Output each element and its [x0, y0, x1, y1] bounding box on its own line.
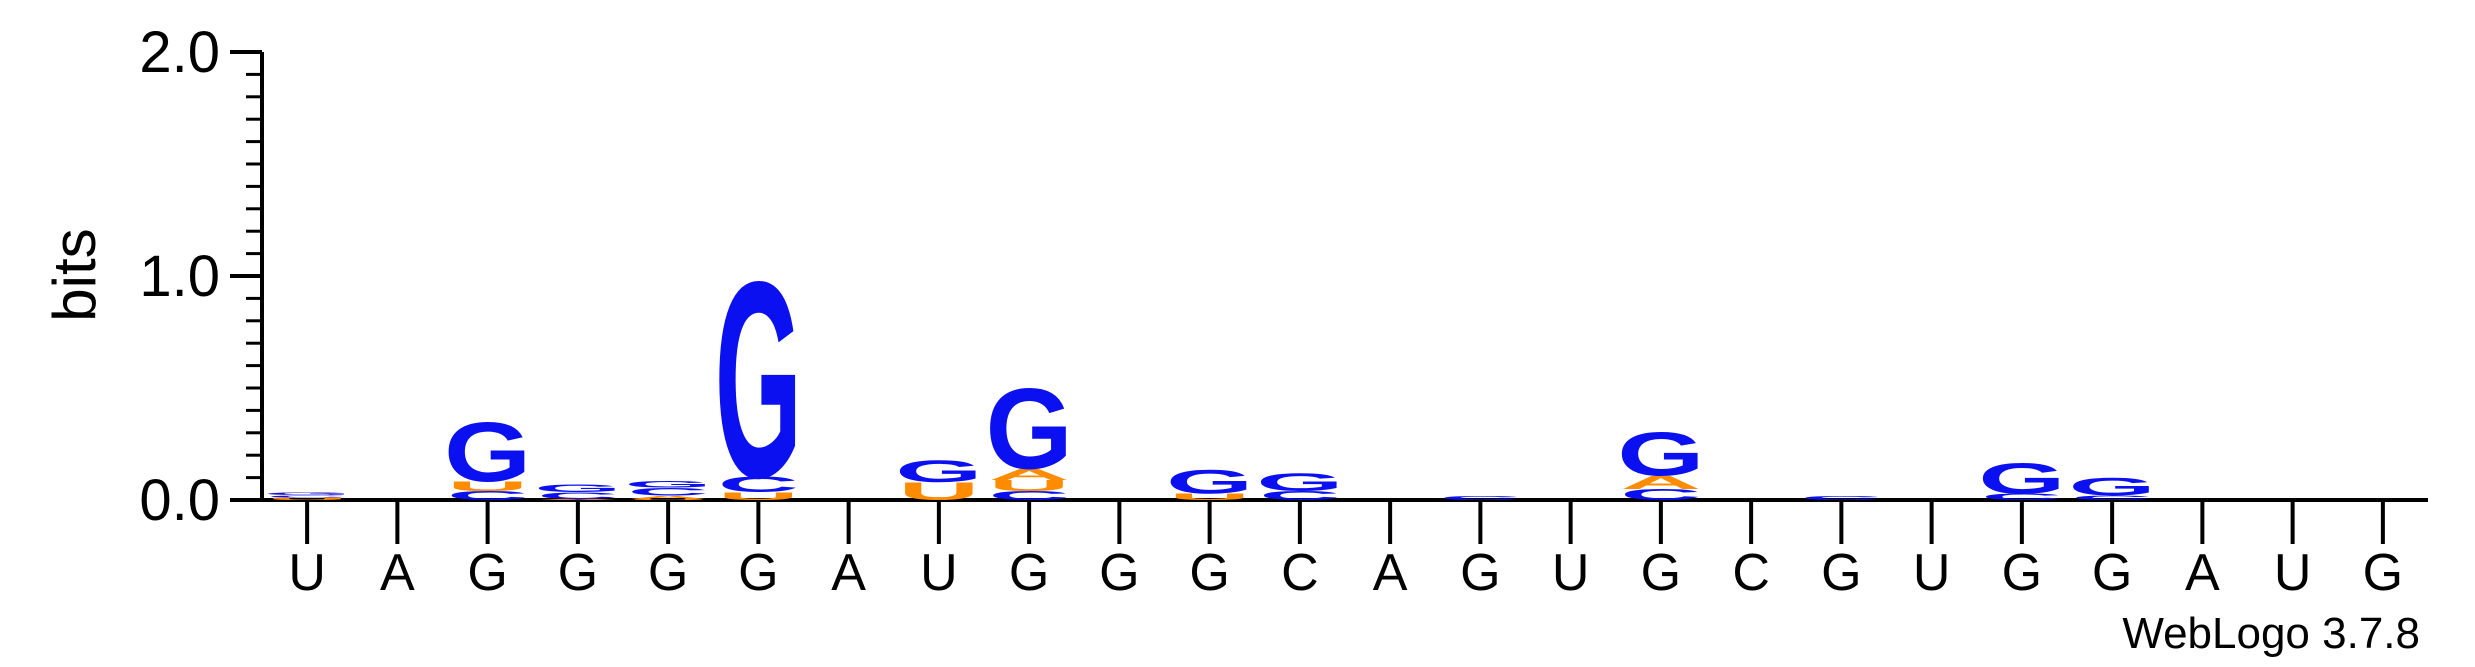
- logo-letter-G: G: [1617, 420, 1704, 489]
- x-tick-label: G: [2002, 544, 2042, 602]
- x-tick-label: A: [380, 544, 415, 602]
- logo-letter-U: U: [718, 490, 799, 502]
- stack-position-16: CAG: [1617, 420, 1704, 503]
- logo-letter-G: G: [1166, 462, 1253, 500]
- stack-position-18: C: [1801, 495, 1882, 501]
- logo-letter-U: U: [898, 478, 979, 506]
- logo-letter-G: G: [1256, 469, 1343, 497]
- y-axis-label: bits: [41, 228, 108, 321]
- x-tick-label: U: [2274, 544, 2312, 602]
- logo-letter-A: A: [537, 499, 618, 501]
- logo-letter-C: C: [447, 489, 528, 503]
- logo-letter-G: G: [985, 365, 1072, 494]
- x-tick-label: A: [2185, 544, 2220, 602]
- stack-position-3: CUG: [444, 406, 531, 503]
- logo-letter-U: U: [267, 497, 348, 501]
- x-tick-label: G: [1641, 544, 1681, 602]
- logo-letter-C: C: [628, 486, 709, 498]
- logo-letter-G: G: [1978, 454, 2065, 503]
- y-tick-label: 1.0: [139, 244, 220, 309]
- logo-letter-G: G: [2068, 473, 2155, 501]
- stack-position-12: CG: [1256, 469, 1343, 503]
- x-tick-label: G: [2363, 544, 2403, 602]
- logo-letter-C: C: [1259, 489, 1340, 503]
- logo-letter-G: G: [534, 482, 621, 494]
- x-tick-label: G: [1099, 544, 1139, 602]
- x-tick-label: G: [1189, 544, 1229, 602]
- stack-position-21: CG: [2068, 473, 2155, 501]
- logo-letter-C: C: [1981, 492, 2062, 502]
- logo-letter-C: C: [537, 490, 618, 500]
- x-tick-label: G: [467, 544, 507, 602]
- x-tick-label: G: [1460, 544, 1500, 602]
- y-axis: 0.0 1.0 2.0: [139, 20, 264, 533]
- logo-letter-U: U: [447, 478, 528, 494]
- y-tick-label: 2.0: [139, 20, 220, 85]
- logo-letter-G: G: [715, 224, 802, 536]
- logo-letter-G: G: [263, 492, 350, 496]
- x-tick-label: G: [648, 544, 688, 602]
- stack-position-20: CG: [1978, 454, 2065, 503]
- stack-position-14: C: [1440, 495, 1521, 501]
- logo-letter-C: C: [2072, 494, 2153, 501]
- x-tick-label: U: [920, 544, 958, 602]
- weblogo-credit: WebLogo 3.7.8: [2122, 609, 2420, 658]
- x-tick-label: G: [558, 544, 598, 602]
- stack-position-8: UG: [895, 454, 982, 505]
- logo-letter-G: G: [895, 454, 982, 489]
- logo-letter-G: G: [444, 406, 531, 500]
- x-tick-label: G: [738, 544, 778, 602]
- x-tick-label: A: [1373, 544, 1408, 602]
- x-tick-label: U: [288, 544, 326, 602]
- logo-letter-G: G: [624, 479, 711, 489]
- x-tick-label: U: [1913, 544, 1951, 602]
- stack-position-6: UCG: [715, 224, 802, 536]
- logo-letter-U: U: [628, 499, 709, 501]
- logo-letter-C: C: [1620, 486, 1701, 503]
- x-tick-label: G: [1009, 544, 1049, 602]
- logo-letter-A: A: [628, 495, 709, 500]
- logo-letter-C: C: [1440, 495, 1521, 501]
- logo-letter-U: U: [989, 477, 1070, 494]
- logo-letter-C: C: [989, 489, 1070, 503]
- x-tick-label: U: [1552, 544, 1590, 602]
- logo-letter-A: A: [1620, 472, 1701, 493]
- stack-position-11: UG: [1166, 462, 1253, 502]
- x-axis: [262, 498, 2428, 544]
- logo-letter-C: C: [718, 473, 799, 497]
- x-tick-label: A: [831, 544, 866, 602]
- x-tick-label: C: [1732, 544, 1770, 602]
- logo-letter-U: U: [1169, 492, 1250, 502]
- logo-letter-C: C: [267, 494, 348, 497]
- x-tick-label: G: [1821, 544, 1861, 602]
- x-tick-label: C: [1281, 544, 1319, 602]
- stack-position-4: ACG: [534, 482, 621, 501]
- logo-letter-A: A: [267, 491, 348, 492]
- x-tick-label: G: [2092, 544, 2132, 602]
- logo-letter-A: A: [989, 466, 1070, 483]
- y-tick-label: 0.0: [139, 468, 220, 533]
- logo-letter-C: C: [1801, 495, 1882, 501]
